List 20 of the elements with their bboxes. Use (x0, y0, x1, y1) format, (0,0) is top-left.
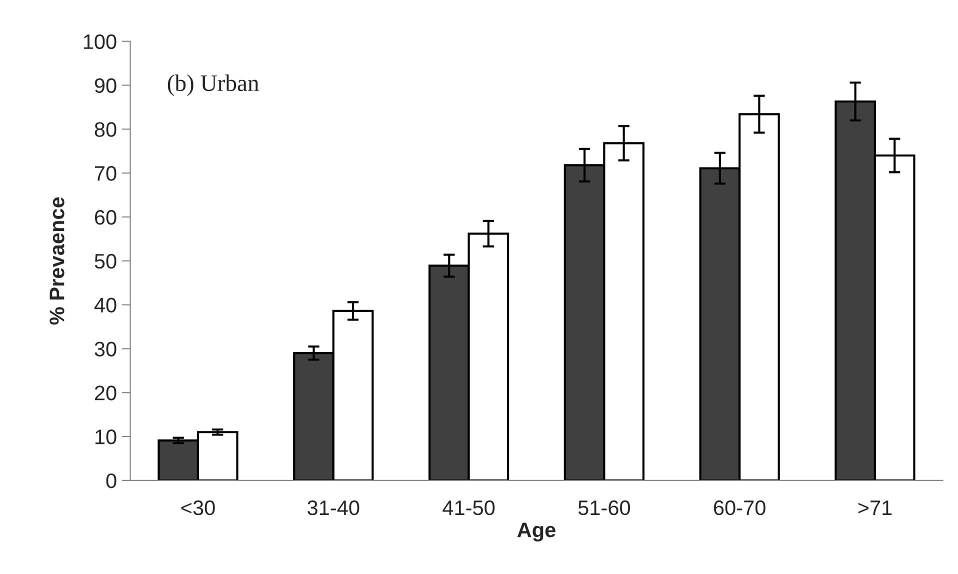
y-tick-label: 0 (106, 473, 116, 488)
y-tick-label: 70 (94, 166, 116, 181)
y-tick-label: 100 (84, 34, 116, 50)
y-tick-label: 50 (94, 254, 116, 269)
y-tick-label: 80 (94, 122, 116, 137)
y-tick-label: 90 (94, 78, 116, 93)
y-tick-label: 40 (94, 298, 116, 313)
y-tick-label: 20 (94, 386, 116, 400)
x-tick-label: 51-60 (578, 500, 630, 516)
y-tick-label: 30 (94, 342, 116, 356)
x-tick-label: 31-40 (308, 500, 360, 516)
x-axis-title: Age (517, 522, 556, 542)
x-tick-label: <30 (181, 500, 215, 516)
y-tick-label: 10 (96, 430, 116, 444)
x-tick-label: >71 (858, 500, 892, 515)
annotation: (b) Urban (168, 74, 259, 96)
y-tick-label: 60 (94, 210, 116, 225)
y-axis-title: % Prevaence (50, 197, 64, 325)
x-tick-label: 41-50 (442, 500, 495, 516)
x-tick-label: 60-70 (714, 500, 766, 516)
